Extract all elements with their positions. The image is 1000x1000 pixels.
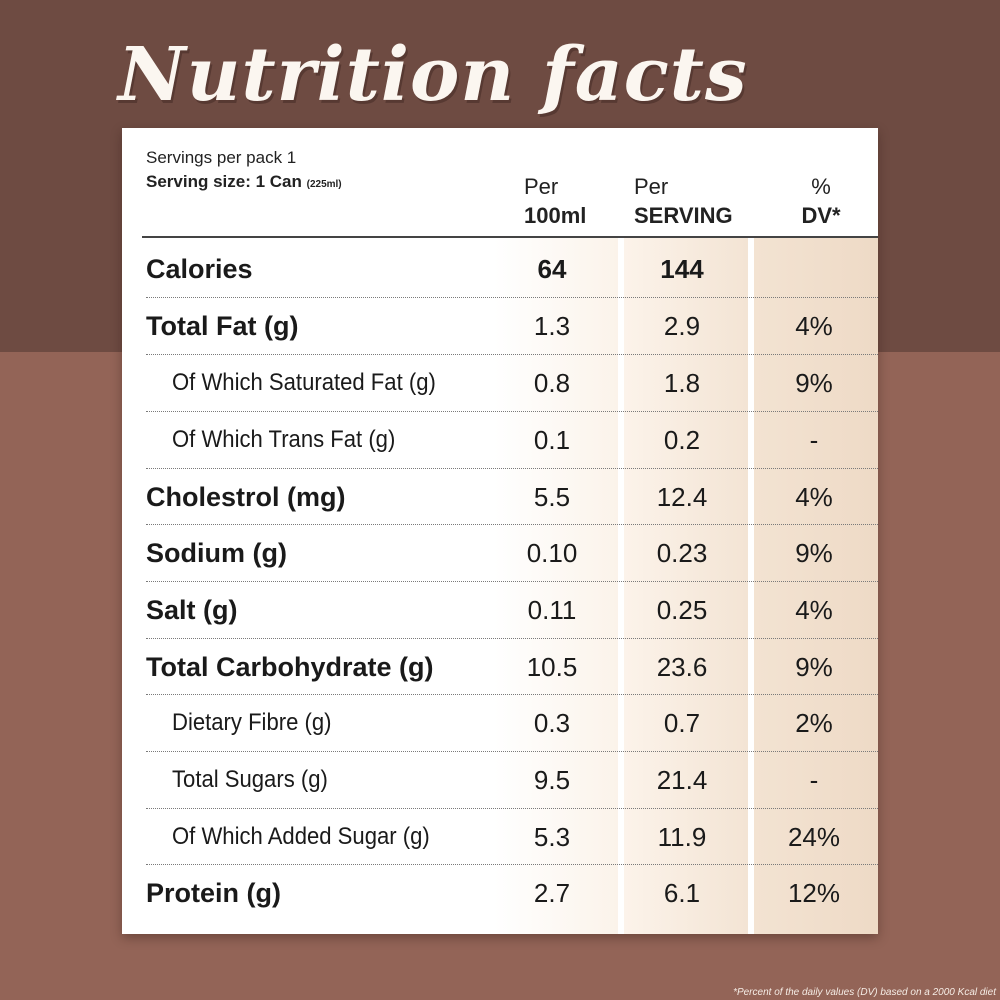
row-per-serving: 12.4 — [656, 482, 708, 512]
header-divider — [142, 236, 878, 238]
row-per-100ml: 9.5 — [533, 765, 571, 795]
header-per-serving: Per SERVING — [634, 172, 733, 230]
row-per-100ml: 0.3 — [533, 708, 571, 738]
row-per-serving: 144 — [660, 254, 704, 284]
footnote: *Percent of the daily values (DV) based … — [733, 987, 996, 998]
row-per-100ml: 0.10 — [526, 538, 578, 568]
row-per-100ml: 64 — [537, 254, 567, 284]
row-dv: 9% — [795, 652, 833, 682]
header-per-serving-top: Per — [634, 174, 669, 199]
header-dv-bottom: DV* — [801, 203, 841, 228]
row-label: Of Which Trans Fat (g) — [172, 426, 396, 453]
row-divider — [146, 581, 878, 582]
row-per-serving: 2.9 — [663, 311, 701, 341]
row-label: Total Sugars (g) — [172, 766, 328, 793]
header-per-serving-bottom: SERVING — [634, 203, 733, 228]
row-divider — [146, 864, 878, 865]
row-label: Of Which Added Sugar (g) — [172, 823, 430, 850]
table-row-trans-fat: Of Which Trans Fat (g) 0.1 0.2 - — [122, 412, 878, 468]
row-label: Total Fat (g) — [146, 311, 299, 341]
row-per-serving: 1.8 — [663, 368, 701, 398]
row-per-serving: 0.25 — [656, 595, 708, 625]
header-dv: % DV* — [798, 172, 844, 230]
row-divider — [146, 411, 878, 412]
row-divider — [146, 354, 878, 355]
row-per-100ml: 5.5 — [533, 482, 571, 512]
row-per-100ml: 0.11 — [527, 595, 577, 625]
row-dv: 9% — [795, 368, 833, 398]
row-dv: 4% — [795, 595, 833, 625]
row-divider — [146, 297, 878, 298]
header-per-100ml-top: Per — [524, 174, 559, 199]
table-row-calories: Calories 64 144 — [122, 241, 878, 297]
row-dv: 4% — [795, 482, 833, 512]
row-label: Dietary Fibre (g) — [172, 709, 332, 736]
table-row-protein: Protein (g) 2.7 6.1 12% — [122, 865, 878, 921]
row-per-100ml: 1.3 — [533, 311, 571, 341]
row-per-100ml: 0.1 — [533, 425, 571, 455]
table-row-sodium: Sodium (g) 0.10 0.23 9% — [122, 525, 878, 581]
row-label: Calories — [146, 254, 253, 284]
row-divider — [146, 751, 878, 752]
row-label: Cholestrol (mg) — [146, 482, 346, 512]
row-per-serving: 11.9 — [657, 822, 707, 852]
row-divider — [146, 468, 878, 469]
row-dv: 2% — [795, 708, 833, 738]
row-label: Salt (g) — [146, 595, 238, 625]
row-per-serving: 21.4 — [656, 765, 708, 795]
column-shade-per100 — [494, 236, 618, 934]
row-dv: - — [809, 765, 819, 795]
table-row-cholestrol: Cholestrol (mg) 5.5 12.4 4% — [122, 469, 878, 525]
row-dv: 12% — [787, 878, 841, 908]
header-per-100ml: Per 100ml — [524, 172, 586, 230]
row-per-100ml: 10.5 — [526, 652, 578, 682]
row-divider — [146, 694, 878, 695]
row-per-serving: 0.23 — [656, 538, 708, 568]
row-dv: 9% — [795, 538, 833, 568]
row-label: Total Carbohydrate (g) — [146, 652, 434, 682]
row-divider — [146, 808, 878, 809]
table-row-dietary-fibre: Dietary Fibre (g) 0.3 0.7 2% — [122, 695, 878, 751]
row-label: Sodium (g) — [146, 538, 287, 568]
table-row-added-sugar: Of Which Added Sugar (g) 5.3 11.9 24% — [122, 809, 878, 865]
page-title: Nutrition facts — [118, 32, 748, 118]
row-dv: 24% — [787, 822, 841, 852]
row-divider — [146, 638, 878, 639]
table-row-total-sugars: Total Sugars (g) 9.5 21.4 - — [122, 752, 878, 808]
row-dv: 4% — [795, 311, 833, 341]
row-per-serving: 6.1 — [663, 878, 701, 908]
row-per-serving: 0.7 — [663, 708, 701, 738]
servings-per-pack: Servings per pack 1 — [146, 148, 297, 167]
row-label: Protein (g) — [146, 878, 281, 908]
row-label: Of Which Saturated Fat (g) — [172, 369, 436, 396]
row-per-serving: 23.6 — [656, 652, 708, 682]
column-shade-per-serving — [624, 236, 748, 934]
row-divider — [146, 524, 878, 525]
table-row-salt: Salt (g) 0.11 0.25 4% — [122, 582, 878, 638]
header-per-100ml-bottom: 100ml — [524, 203, 587, 228]
table-row-total-carbohydrate: Total Carbohydrate (g) 10.5 23.6 9% — [122, 639, 878, 695]
column-shade-dv — [754, 236, 878, 934]
serving-size-label: Serving size: 1 Can — [146, 172, 302, 191]
serving-size: Serving size: 1 Can (225ml) — [146, 172, 342, 192]
header-dv-top: % — [811, 174, 831, 199]
table-row-total-fat: Total Fat (g) 1.3 2.9 4% — [122, 298, 878, 354]
row-per-100ml: 5.3 — [533, 822, 571, 852]
serving-size-detail: (225ml) — [306, 179, 342, 190]
row-dv: - — [809, 425, 819, 455]
row-per-serving: 0.2 — [663, 425, 701, 455]
row-per-100ml: 0.8 — [533, 368, 571, 398]
table-row-saturated-fat: Of Which Saturated Fat (g) 0.8 1.8 9% — [122, 355, 878, 411]
row-per-100ml: 2.7 — [533, 878, 571, 908]
nutrition-panel: Servings per pack 1 Serving size: 1 Can … — [122, 128, 878, 934]
